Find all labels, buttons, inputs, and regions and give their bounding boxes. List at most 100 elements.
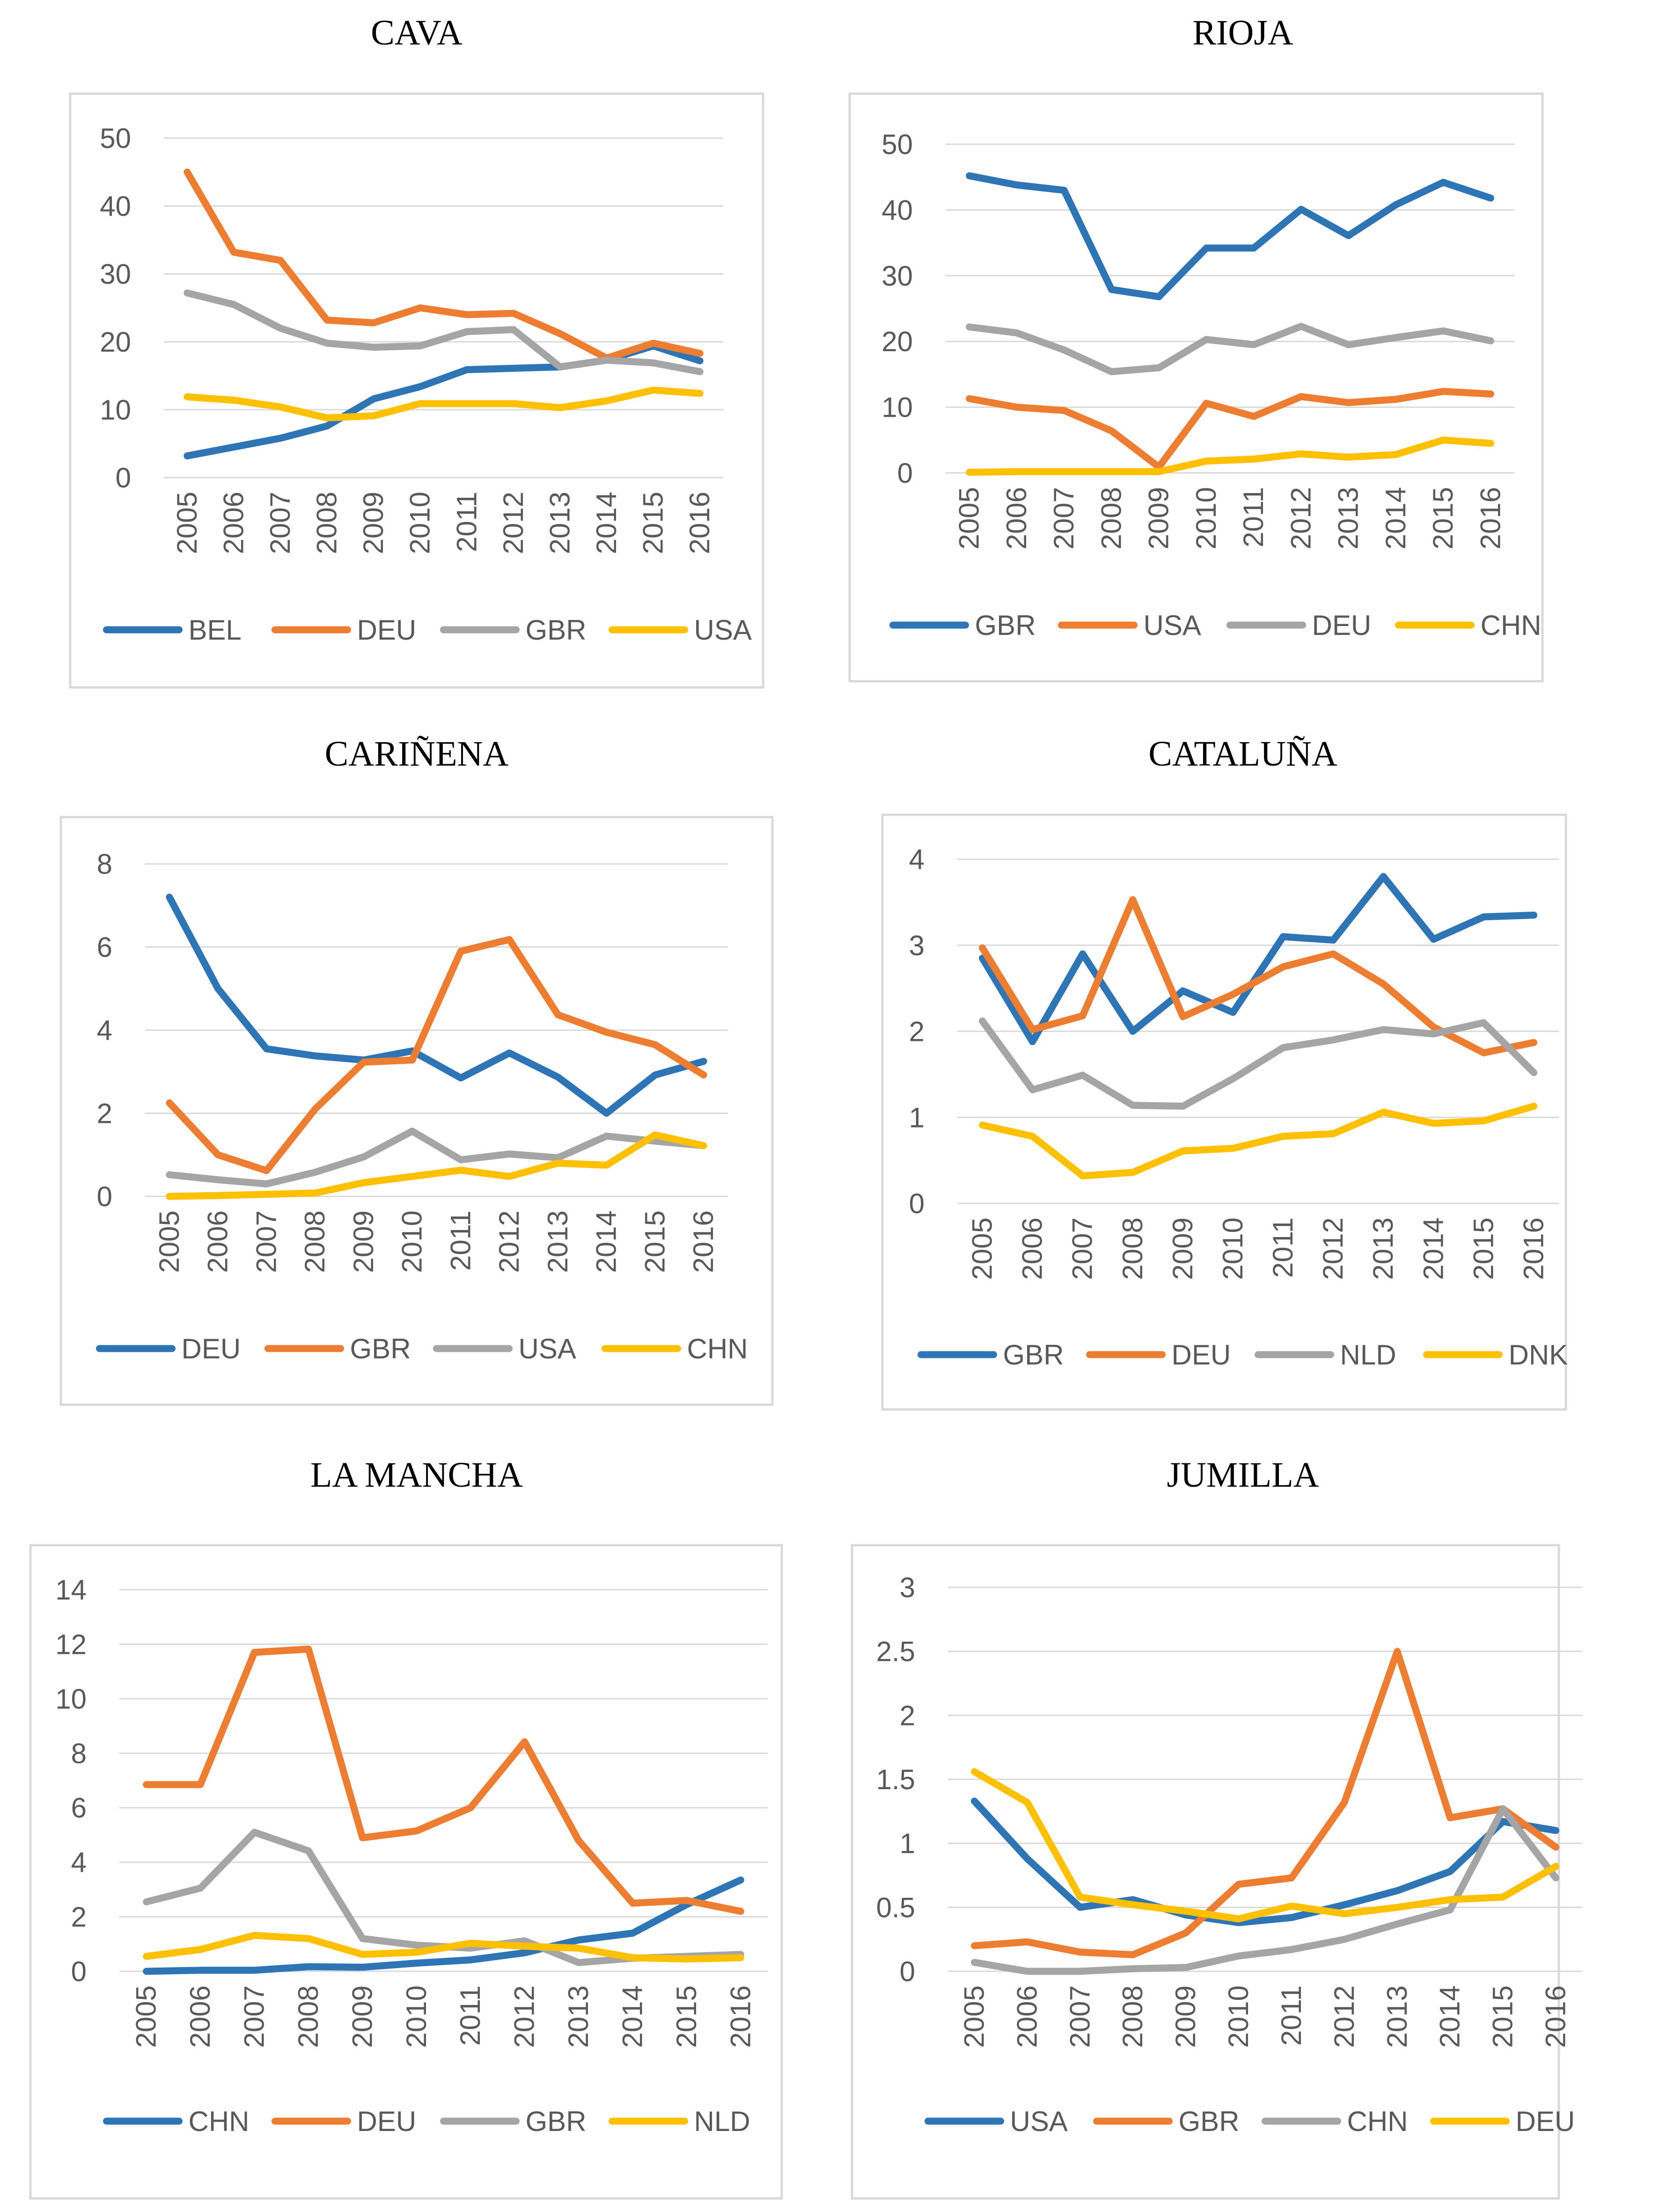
y-tick-label: 8 — [97, 848, 112, 880]
x-tick-label: 2010 — [1223, 1985, 1254, 2048]
y-tick-label: 14 — [55, 1574, 87, 1606]
x-tick-label: 2007 — [1067, 1217, 1098, 1280]
chart-jumilla: JUMILLA 0 0.5 1 1.5 2 2.5 3 2005 2006 2007 2008 200… — [851, 1455, 1582, 2200]
legend-label: DEU — [357, 2106, 417, 2137]
x-tick-label: 2009 — [1167, 1217, 1198, 1280]
y-tick-label: 0 — [897, 457, 913, 489]
x-tick-label: 2012 — [509, 1985, 540, 2048]
y-tick-label: 20 — [100, 326, 131, 358]
x-tick-label: 2015 — [1487, 1985, 1519, 2048]
legend-label: DEU — [1516, 2106, 1575, 2137]
x-tick-label: 2010 — [397, 1210, 428, 1273]
y-tick-label: 0 — [71, 1956, 87, 1987]
x-tick-label: 2015 — [1427, 487, 1459, 549]
chart-frame — [881, 813, 1567, 1411]
x-tick-label: 2007 — [239, 1985, 270, 2048]
series-line-gbr — [184, 289, 704, 376]
x-tick-label: 2008 — [311, 492, 343, 554]
x-tick-label: 2013 — [542, 1210, 573, 1273]
y-tick-label: 50 — [100, 123, 131, 154]
chart-title: LA MANCHA — [310, 1455, 523, 1495]
y-tick-label: 8 — [71, 1738, 87, 1769]
legend-label: GBR — [1179, 2106, 1240, 2137]
x-tick-label: 2008 — [293, 1985, 324, 2048]
series-line-gbr — [966, 172, 1494, 301]
y-tick-label: 1.5 — [876, 1764, 915, 1795]
y-tick-label: 1 — [900, 1828, 915, 1859]
chart-title: RIOJA — [1192, 13, 1293, 52]
x-tick-label: 2011 — [1238, 487, 1269, 547]
x-tick-label: 2006 — [1001, 487, 1032, 549]
y-tick-label: 20 — [881, 326, 913, 357]
x-tick-label: 2014 — [1434, 1985, 1466, 2048]
y-tick-label: 2 — [97, 1098, 112, 1129]
x-tick-label: 2006 — [184, 1985, 216, 2048]
series-line-nld — [979, 1017, 1537, 1110]
x-tick-label: 2008 — [1117, 1985, 1148, 2048]
x-tick-label: 2016 — [688, 1210, 719, 1273]
x-tick-label: 2006 — [218, 492, 249, 554]
chart-la-mancha: LA MANCHA 0 2 4 6 8 10 12 14 2005 2006 2007 2008 200… — [29, 1455, 783, 2200]
x-tick-label: 2008 — [1095, 487, 1127, 549]
y-tick-label: 6 — [71, 1792, 87, 1824]
y-tick-label: 2 — [71, 1902, 87, 1933]
x-tick-label: 2009 — [1170, 1985, 1201, 2048]
series-line-deu — [143, 1645, 744, 1915]
x-tick-label: 2013 — [1333, 487, 1364, 549]
x-tick-label: 2013 — [1367, 1217, 1399, 1280]
y-tick-label: 10 — [881, 392, 913, 423]
x-tick-label: 2010 — [1217, 1217, 1248, 1280]
x-tick-label: 2005 — [154, 1210, 185, 1273]
x-tick-label: 2009 — [1143, 487, 1175, 549]
y-tick-label: 30 — [881, 260, 913, 292]
y-tick-label: 10 — [55, 1683, 87, 1715]
x-tick-label: 2015 — [639, 1210, 670, 1273]
series-line-chn — [166, 1131, 707, 1200]
y-tick-label: 1 — [909, 1102, 925, 1133]
x-tick-label: 2007 — [264, 492, 296, 554]
y-tick-label: 30 — [100, 258, 131, 290]
x-tick-label: 2012 — [1317, 1217, 1349, 1280]
y-tick-label: 3 — [909, 930, 925, 961]
x-tick-label: 2005 — [954, 487, 985, 549]
x-tick-label: 2006 — [1011, 1985, 1043, 2048]
x-tick-label: 2011 — [445, 1210, 476, 1271]
y-tick-label: 40 — [100, 191, 131, 222]
series-line-chn — [966, 436, 1494, 476]
x-tick-label: 2014 — [617, 1985, 648, 2048]
y-tick-label: 4 — [71, 1847, 87, 1878]
x-tick-label: 2009 — [346, 1985, 378, 2048]
x-tick-label: 2014 — [1380, 487, 1411, 549]
x-tick-label: 2016 — [684, 492, 715, 554]
x-tick-label: 2009 — [358, 492, 389, 554]
y-tick-label: 0 — [116, 462, 131, 494]
x-tick-label: 2014 — [591, 492, 622, 554]
chart-cataluna: CATALUÑA 0 1 2 3 4 2005 2006 2007 2008 2009 2010 20… — [881, 734, 1568, 1411]
legend-label: NLD — [1340, 1339, 1396, 1371]
chart-title: JUMILLA — [1167, 1455, 1319, 1495]
chart-carinena: CARIÑENA 0 2 4 6 8 2005 2006 2007 2008 2009 2010 20… — [59, 734, 774, 1406]
legend-label: DEU — [357, 614, 417, 646]
x-tick-label: 2016 — [725, 1985, 756, 2048]
series-line-deu — [966, 323, 1494, 376]
series-line-gbr — [971, 1648, 1559, 1958]
x-tick-label: 2005 — [131, 1985, 162, 2048]
y-tick-label: 40 — [881, 194, 913, 226]
y-tick-label: 0.5 — [876, 1892, 915, 1923]
y-tick-label: 10 — [100, 394, 131, 426]
x-tick-label: 2005 — [967, 1217, 998, 1280]
x-tick-label: 2016 — [1518, 1217, 1549, 1280]
y-tick-label: 2.5 — [876, 1636, 915, 1667]
legend-label: USA — [519, 1333, 576, 1364]
legend-label: GBR — [526, 2106, 587, 2137]
y-tick-label: 50 — [881, 129, 913, 160]
x-tick-label: 2015 — [671, 1985, 702, 2048]
legend-label: DNK — [1509, 1339, 1568, 1371]
legend-label: CHN — [1347, 2106, 1408, 2137]
x-tick-label: 2007 — [1048, 487, 1080, 549]
y-tick-label: 12 — [55, 1629, 87, 1660]
chart-frame — [59, 816, 774, 1406]
x-tick-label: 2008 — [299, 1210, 330, 1273]
y-tick-label: 3 — [900, 1572, 915, 1603]
y-tick-label: 4 — [97, 1015, 112, 1046]
